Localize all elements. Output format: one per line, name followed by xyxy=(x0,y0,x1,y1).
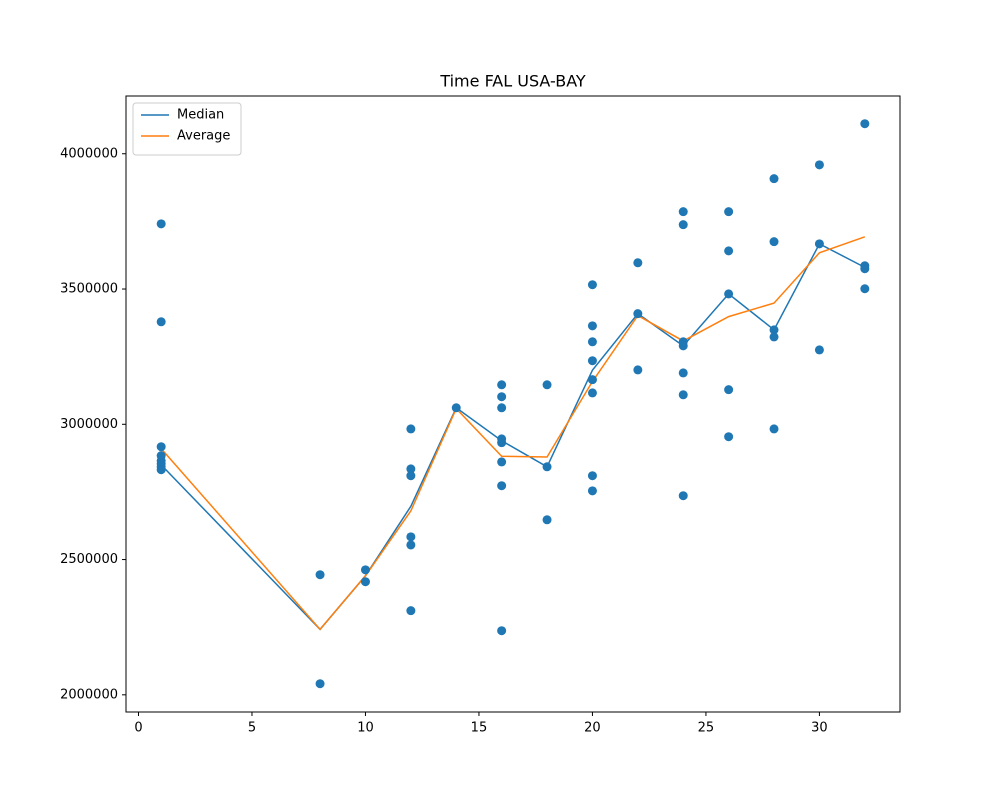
scatter-point xyxy=(315,570,325,580)
scatter-point xyxy=(724,385,734,395)
scatter-point xyxy=(678,390,688,400)
legend: Median Average xyxy=(132,102,242,156)
scatter-point xyxy=(360,577,370,587)
scatter-point xyxy=(406,464,416,474)
y-tick-label: 3000000 xyxy=(60,417,118,432)
scatter-point xyxy=(497,403,507,413)
scatter-point xyxy=(497,457,507,467)
scatter-point xyxy=(633,258,643,268)
scatter-point xyxy=(360,565,370,575)
scatter-point xyxy=(724,246,734,256)
x-tick-label: 15 xyxy=(471,721,488,736)
y-tick-label: 2000000 xyxy=(60,687,118,702)
scatter-point xyxy=(678,207,688,217)
scatter-point xyxy=(497,481,507,491)
scatter-point xyxy=(769,332,779,342)
scatter-point xyxy=(678,220,688,230)
x-tick-label: 25 xyxy=(698,721,715,736)
scatter-point xyxy=(587,280,597,290)
scatter-point xyxy=(406,606,416,616)
scatter-point xyxy=(769,325,779,335)
scatter-point xyxy=(315,679,325,689)
chart-title: Time FAL USA-BAY xyxy=(439,72,586,91)
scatter-point xyxy=(587,356,597,366)
scatter-point xyxy=(860,119,870,129)
scatter-point xyxy=(156,219,166,229)
scatter-point xyxy=(724,432,734,442)
scatter-point xyxy=(814,160,824,170)
y-tick-label: 4000000 xyxy=(60,146,118,161)
scatter-point xyxy=(587,388,597,398)
y-tick-label: 3500000 xyxy=(60,282,118,297)
legend-label: Median xyxy=(177,108,224,123)
scatter-point xyxy=(156,442,166,452)
scatter-point xyxy=(542,380,552,390)
scatter-point xyxy=(497,392,507,402)
x-tick-label: 0 xyxy=(134,721,142,736)
scatter-point xyxy=(860,284,870,294)
scatter-point xyxy=(633,365,643,375)
scatter-point xyxy=(587,471,597,481)
x-tick-label: 20 xyxy=(584,721,601,736)
scatter-point xyxy=(587,486,597,496)
x-tick-label: 5 xyxy=(248,721,256,736)
scatter-point xyxy=(406,424,416,434)
scatter-point xyxy=(497,438,507,448)
scatter-point xyxy=(724,289,734,299)
scatter-point xyxy=(497,626,507,636)
legend-label: Average xyxy=(177,129,230,144)
scatter-point xyxy=(814,239,824,249)
scatter-point xyxy=(497,380,507,390)
scatter-point xyxy=(406,532,416,542)
scatter-point xyxy=(542,515,552,525)
legend-box xyxy=(132,102,242,156)
y-tick-label: 2500000 xyxy=(60,552,118,567)
scatter-point xyxy=(406,540,416,550)
scatter-point xyxy=(814,345,824,355)
scatter-point xyxy=(769,424,779,434)
scatter-point xyxy=(451,403,461,413)
scatter-point xyxy=(587,375,597,385)
scatter-point xyxy=(156,465,166,475)
scatter-point xyxy=(678,341,688,351)
scatter-point xyxy=(678,368,688,378)
scatter-point xyxy=(860,264,870,274)
scatter-point xyxy=(587,337,597,347)
scatter-point xyxy=(769,237,779,247)
x-tick-label: 10 xyxy=(357,721,374,736)
scatter-point xyxy=(542,462,552,472)
series-line xyxy=(160,236,866,631)
x-tick-label: 30 xyxy=(811,721,828,736)
scatter-point xyxy=(587,321,597,331)
plot-frame xyxy=(125,95,901,713)
scatter-point xyxy=(633,309,643,319)
scatter-point xyxy=(678,491,688,501)
scatter-point xyxy=(406,471,416,481)
scatter-point xyxy=(769,174,779,184)
scatter-point xyxy=(156,317,166,327)
scatter-point xyxy=(724,207,734,217)
